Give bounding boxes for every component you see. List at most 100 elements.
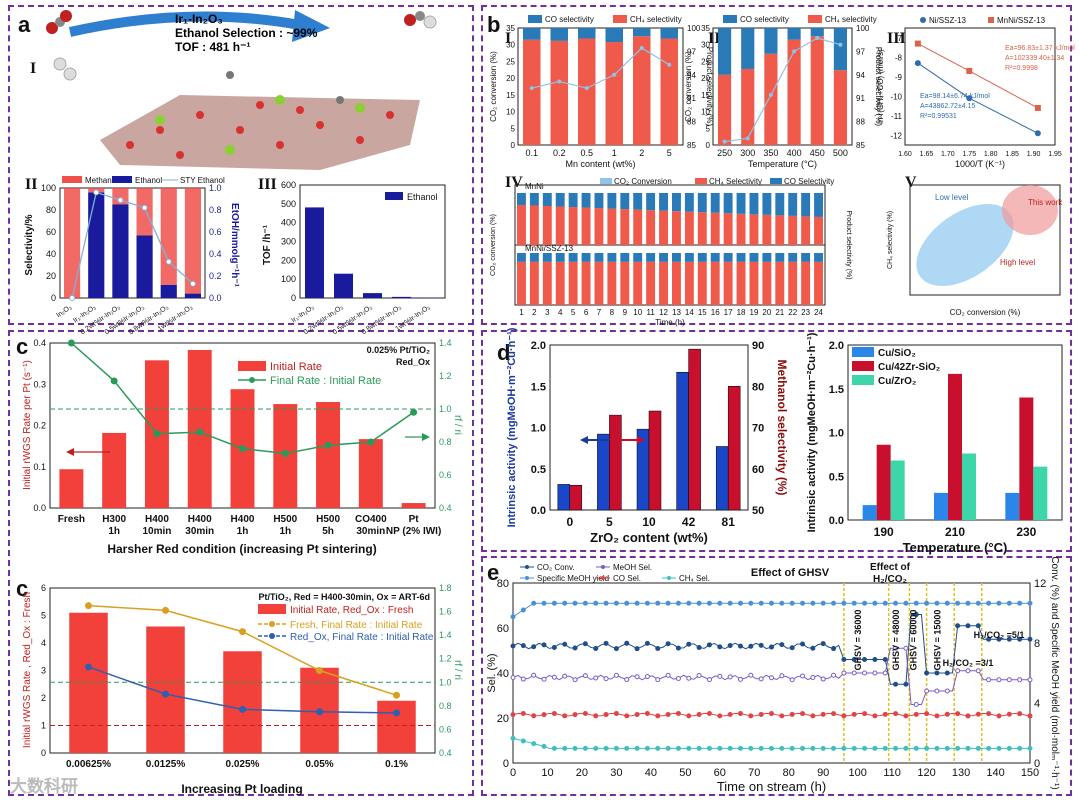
d1-bar-activity (557, 484, 571, 511)
bIII-xtick: 1.90 (1027, 151, 1041, 158)
bIV-bar-ch4 (723, 261, 733, 305)
aII-ytick: 60 (46, 227, 56, 237)
c1-point (281, 450, 289, 458)
aIII-bar (392, 296, 411, 298)
bIV-bar-ch4 (775, 215, 785, 245)
bIV-legend-swatch (770, 178, 782, 184)
bII-legend-swatch (808, 15, 822, 23)
bI-y2tick: 97 (687, 47, 696, 56)
e-meoh-sel-point (1006, 600, 1012, 606)
e-yield-point (934, 688, 940, 694)
bIV-xtick: 19 (750, 308, 759, 317)
roman-a-I: I (30, 60, 37, 77)
e-co2-conv-point (820, 641, 826, 647)
c2-bar (69, 612, 108, 753)
c2-y2tick: 0.8 (439, 701, 452, 711)
bIV-xtick: 15 (698, 308, 707, 317)
aIII-ytick: 400 (281, 218, 296, 228)
c2-point (316, 667, 323, 674)
bIV-xtick: 11 (646, 308, 655, 317)
e-yield-point (551, 674, 557, 680)
bIV-bar-co (775, 253, 785, 262)
e-legend-marker (601, 576, 605, 580)
e-meoh-sel-point (706, 600, 712, 606)
e-co2-conv-point (665, 641, 671, 647)
e-co-sel-point (665, 712, 671, 718)
c2-legend-marker (269, 633, 275, 639)
e-yield-point (1006, 677, 1012, 683)
e-co2-conv-point (800, 641, 806, 647)
d2-legend-swatch (852, 361, 874, 371)
aII-legend-label: Ethanol (135, 176, 162, 185)
bII-y2tick: 97 (856, 47, 865, 56)
e-yield-point (986, 677, 992, 683)
a-top-label: Ir₁-In₂O₃ (175, 12, 223, 26)
bV-axes (909, 184, 1061, 296)
e-co2-conv-point (675, 645, 681, 651)
d2-bar (876, 444, 891, 520)
aII-xtick: In₂O₃ (55, 304, 73, 319)
c2-legend-label: Fresh, Final Rate : Initial Rate (290, 620, 423, 631)
bIV-legend-swatch (600, 178, 612, 184)
e-meoh-sel-point (510, 614, 516, 620)
d1-ytick: 0.5 (531, 464, 546, 476)
e-yield-point (665, 672, 671, 678)
aIII-ytick: 100 (281, 274, 296, 284)
c2-y2tick: 1.4 (439, 630, 452, 640)
e-ch4-sel-point (510, 735, 516, 741)
aII-point-sty (165, 258, 172, 265)
e-co2-conv-point (1017, 636, 1023, 642)
e-yield-point (634, 674, 640, 680)
e-yield-point (913, 702, 919, 707)
e-co2-conv-point (872, 657, 878, 662)
c1-xtick: CO400 (355, 514, 387, 525)
bIII-point (914, 40, 921, 47)
e-yield-point (624, 676, 630, 682)
d1-y2tick: 60 (752, 464, 764, 476)
bIV-bar-ch4 (659, 210, 668, 245)
e-xtick: 10 (541, 767, 553, 779)
bIV-bar-ch4 (594, 208, 604, 245)
e-co-sel-point (996, 713, 1002, 719)
e-yield-point (789, 677, 795, 683)
bIV-bar-co (736, 253, 746, 262)
e-legend-label: CO Sel. (613, 574, 641, 583)
bIV-bar-ch4 (814, 216, 823, 245)
c2-legend-label: Red_Ox, Final Rate : Initial Rate (290, 632, 434, 643)
e-yield-point (562, 673, 568, 679)
e-ch4-sel-point (593, 745, 599, 751)
c1-xtick: Pt (409, 514, 420, 525)
e-ch4-sel-point (862, 745, 868, 751)
aII-y2tick: 0.0 (209, 293, 222, 303)
e-xtick: 130 (952, 767, 970, 779)
bIV-bar-ch4 (529, 261, 539, 305)
bII-ytick: 15 (701, 91, 710, 100)
e-co-sel-point (965, 713, 971, 719)
e-yield-point (758, 676, 764, 682)
e-co-sel-point (800, 711, 806, 717)
e-meoh-sel-point (593, 600, 599, 606)
e-co-sel-point (1027, 713, 1033, 719)
d1-ytick: 1.5 (531, 381, 546, 393)
e-co2-conv-point (996, 636, 1002, 642)
e-co-sel-point (748, 713, 754, 719)
c2-point (162, 606, 169, 614)
e-meoh-sel-point (737, 600, 743, 606)
bII-point-conv (745, 136, 750, 141)
e-xtick: 140 (986, 767, 1004, 779)
aII-y2tick: 0.8 (209, 205, 222, 215)
e-ch4-sel-point (644, 745, 650, 751)
e-annot-ghsv-value: GHSV = 36000 (853, 610, 863, 671)
bIV-xtick: 18 (737, 308, 746, 317)
e-meoh-sel-point (727, 600, 733, 606)
bI-legend-label: CO selectivity (545, 15, 594, 24)
bII-ytick: 25 (701, 57, 710, 66)
panel-label-c1: c (16, 334, 29, 359)
bIII-axes (904, 27, 1056, 146)
bIV-bar-ch4 (517, 261, 526, 305)
e-yield-point (893, 645, 899, 651)
aII-point-sty (189, 280, 196, 287)
e-co2-conv-point (758, 642, 764, 648)
e-co-sel-point (779, 713, 785, 719)
c2-xtick: 0.00625% (66, 759, 111, 770)
